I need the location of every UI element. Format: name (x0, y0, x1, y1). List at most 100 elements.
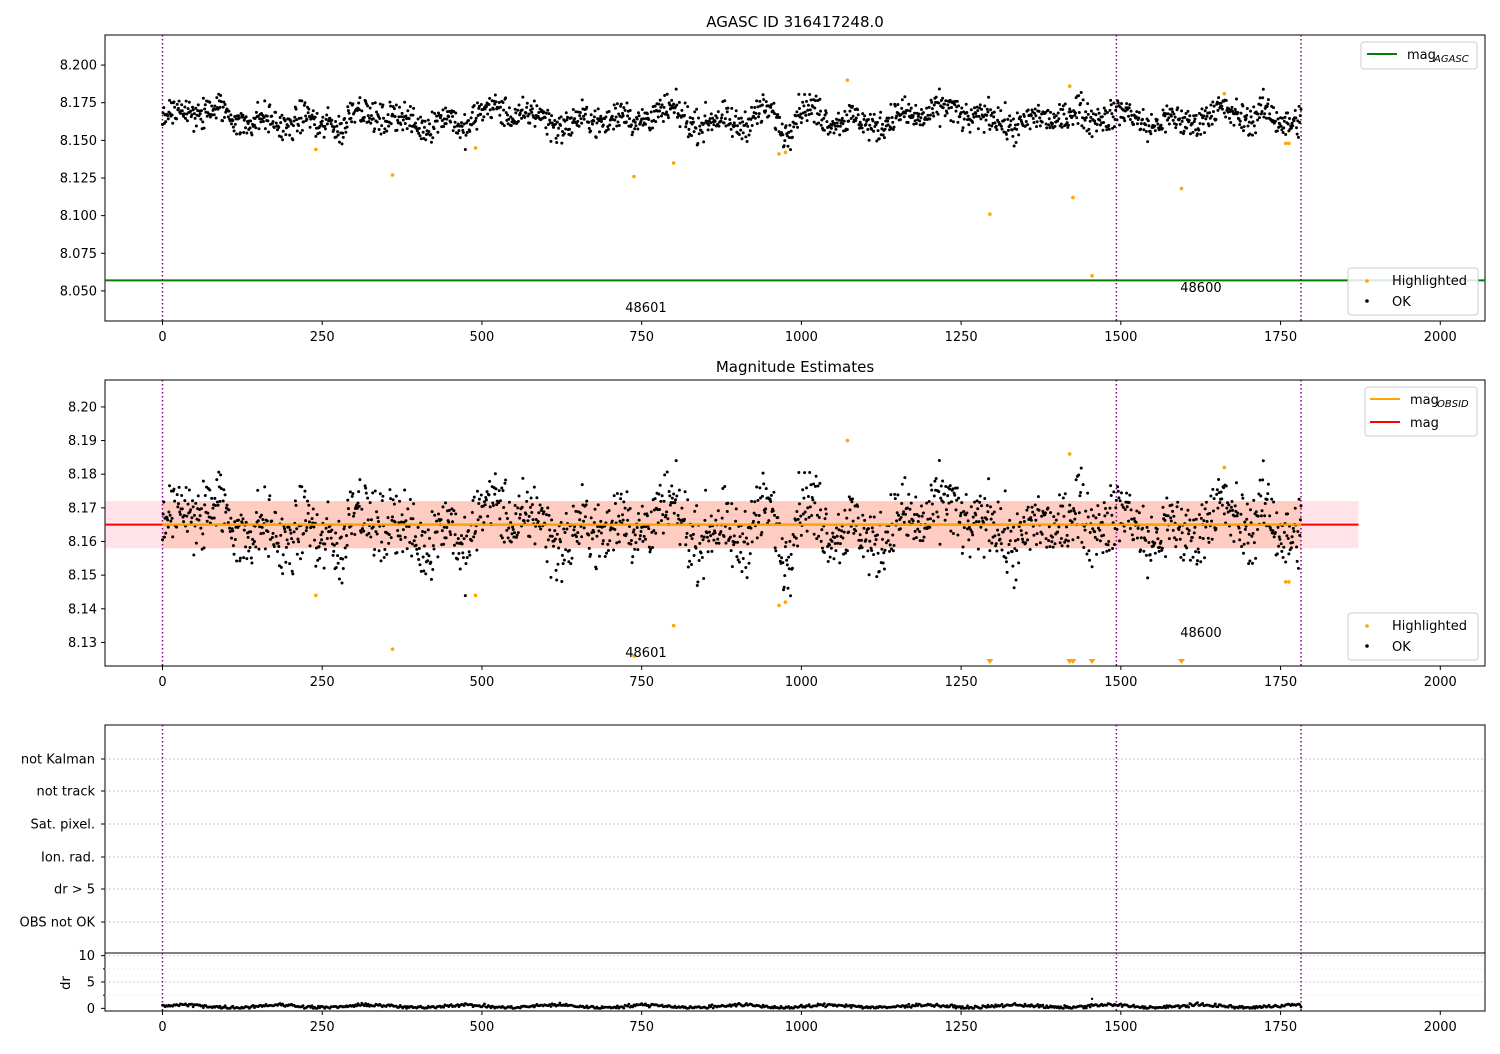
middle-ok-point (1172, 514, 1176, 518)
middle-ok-point (460, 542, 464, 546)
top-ok-point (1265, 116, 1268, 120)
top-ok-point (516, 119, 520, 123)
top-ok-point (493, 93, 497, 97)
top-ok-point (222, 100, 226, 104)
top-ok-point (927, 105, 931, 109)
top-ok-point (566, 115, 570, 119)
top-ok-point (1094, 113, 1098, 117)
middle-ok-point (457, 551, 461, 555)
top-ok-point (851, 114, 855, 118)
top-ok-point (921, 111, 925, 115)
middle-ok-point (929, 483, 933, 487)
top-ok-point (1202, 114, 1206, 118)
middle-ok-point (734, 507, 738, 511)
middle-ok-point (580, 483, 584, 487)
top-ok-point (1167, 122, 1171, 126)
top-ok-point (813, 106, 817, 110)
top-ok-point (1209, 103, 1213, 107)
middle-ok-point (194, 541, 198, 545)
middle-ok-point (576, 531, 580, 535)
top-ok-point (817, 113, 821, 117)
top-ok-point (366, 104, 370, 108)
top-ok-point (1150, 112, 1153, 116)
top-ok-point (617, 112, 621, 116)
top-ok-point (1014, 141, 1018, 145)
top-ok-point (686, 105, 690, 109)
middle-ok-point (1071, 538, 1075, 542)
top-ok-point (513, 119, 517, 123)
top-ok-point (1284, 132, 1288, 136)
middle-ok-point (975, 499, 979, 503)
middle-ok-point (1279, 542, 1283, 546)
middle-ok-point (205, 519, 209, 523)
middle-ok-point (785, 563, 789, 567)
top-ok-point (458, 136, 462, 140)
middle-ok-point (464, 562, 468, 566)
top-ok-point (382, 130, 386, 134)
top-ok-point (467, 118, 471, 122)
middle-ok-point (266, 530, 270, 534)
middle-highlighted-point (845, 438, 850, 443)
middle-ok-point (414, 543, 418, 547)
middle-ok-point (746, 542, 750, 546)
top-ok-point (716, 110, 720, 114)
top-ok-point (535, 104, 539, 108)
top-ok-point (922, 121, 926, 125)
middle-ok-point (560, 553, 564, 557)
middle-ok-point (668, 503, 672, 507)
middle-ok-point (843, 508, 847, 512)
middle-ok-point (290, 569, 294, 573)
middle-ok-point (291, 572, 295, 576)
middle-ok-point (484, 496, 488, 500)
middle-ok-point (261, 517, 265, 521)
top-highlighted-point (1179, 186, 1184, 191)
middle-ok-point (1187, 532, 1191, 536)
middle-ok-point (1204, 525, 1208, 529)
top-highlighted-point (671, 161, 676, 165)
top-ok-point (909, 106, 913, 110)
middle-ok-point (322, 566, 326, 570)
top-ok-point (948, 98, 952, 102)
middle-ok-point (668, 494, 672, 498)
middle-ok-point (795, 509, 799, 513)
middle-ok-point (1194, 550, 1198, 554)
middle-ok-point (343, 546, 347, 550)
top-ok-point (938, 125, 942, 129)
top-ok-point (451, 114, 455, 118)
middle-ok-point (1101, 551, 1105, 555)
top-ok-point (1272, 106, 1276, 110)
middle-ok-point (482, 521, 486, 525)
top-ok-point (537, 110, 541, 114)
middle-ok-point (1193, 525, 1197, 529)
top-ok-point (189, 109, 193, 113)
off-scale-marker (1178, 659, 1186, 664)
middle-ok-point (1229, 505, 1233, 509)
top-ok-point (261, 120, 265, 124)
top-ok-point (1249, 115, 1253, 119)
middle-ok-point (442, 542, 446, 546)
middle-ok-point (260, 525, 264, 529)
middle-ok-point (1291, 540, 1295, 544)
top-ok-point (235, 132, 239, 136)
top-ok-point (1088, 132, 1092, 136)
middle-ok-point (281, 572, 285, 576)
middle-ok-point (788, 539, 792, 543)
top-ok-point (613, 106, 617, 110)
top-ok-point (176, 106, 180, 110)
top-ok-point (746, 124, 750, 128)
top-highlighted-point (783, 150, 788, 155)
middle-ok-point (1142, 549, 1146, 553)
middle-ok-point (1012, 525, 1015, 529)
middle-ok-point (571, 504, 575, 508)
top-ok-point (1003, 118, 1007, 122)
middle-ok-point (302, 531, 306, 535)
middle-ok-point (447, 508, 451, 512)
middle-ok-point (845, 516, 849, 520)
top-ok-point (183, 105, 187, 109)
middle-ok-point (530, 503, 534, 507)
top-ok-point (362, 119, 366, 123)
top-ok-point (1275, 110, 1279, 114)
top-ok-point (833, 122, 837, 126)
top-ok-point (1026, 123, 1030, 127)
middle-ok-point (405, 547, 409, 551)
